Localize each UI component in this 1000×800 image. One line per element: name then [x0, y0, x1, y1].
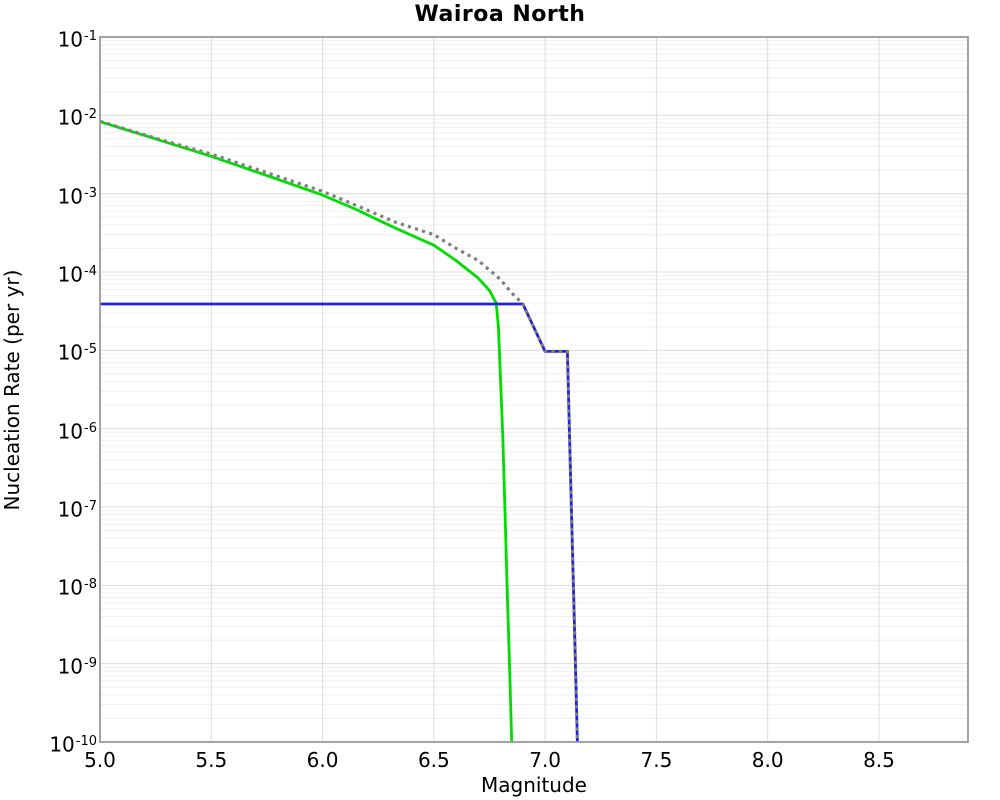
x-tick-label: 7.0 — [529, 748, 562, 772]
y-tick-label: 10-1 — [57, 27, 97, 52]
total-nucleation-line — [100, 119, 579, 742]
x-tick-label: 7.5 — [640, 748, 673, 772]
x-tick-label: 8.0 — [751, 748, 784, 772]
y-tick-label: 10-7 — [57, 497, 97, 522]
x-tick-label: 6.5 — [417, 748, 450, 772]
y-tick-label: 10-10 — [49, 732, 97, 757]
series-group — [100, 119, 579, 742]
x-tick-label: 5.0 — [84, 748, 116, 772]
y-tick-label: 10-2 — [57, 105, 97, 130]
y-tick-label: 10-8 — [57, 575, 97, 600]
x-axis-label: Magnitude — [481, 773, 587, 797]
gridlines — [100, 37, 968, 742]
y-tick-label: 10-9 — [57, 654, 97, 679]
y-tick-label: 10-5 — [57, 340, 97, 365]
x-tick-label: 8.5 — [863, 748, 895, 772]
plot-border — [99, 36, 969, 743]
y-tick-label: 10-3 — [57, 184, 97, 209]
y-tick-label: 10-6 — [57, 419, 97, 444]
x-tick-label: 5.5 — [195, 748, 228, 772]
chart-title: Wairoa North — [414, 2, 586, 27]
gutenberg-richter-nucleation-line — [100, 120, 514, 742]
y-axis-label: Nucleation Rate (per yr) — [0, 269, 24, 511]
x-tick-label: 6.0 — [306, 748, 339, 772]
y-tick-label: 10-4 — [57, 262, 97, 287]
